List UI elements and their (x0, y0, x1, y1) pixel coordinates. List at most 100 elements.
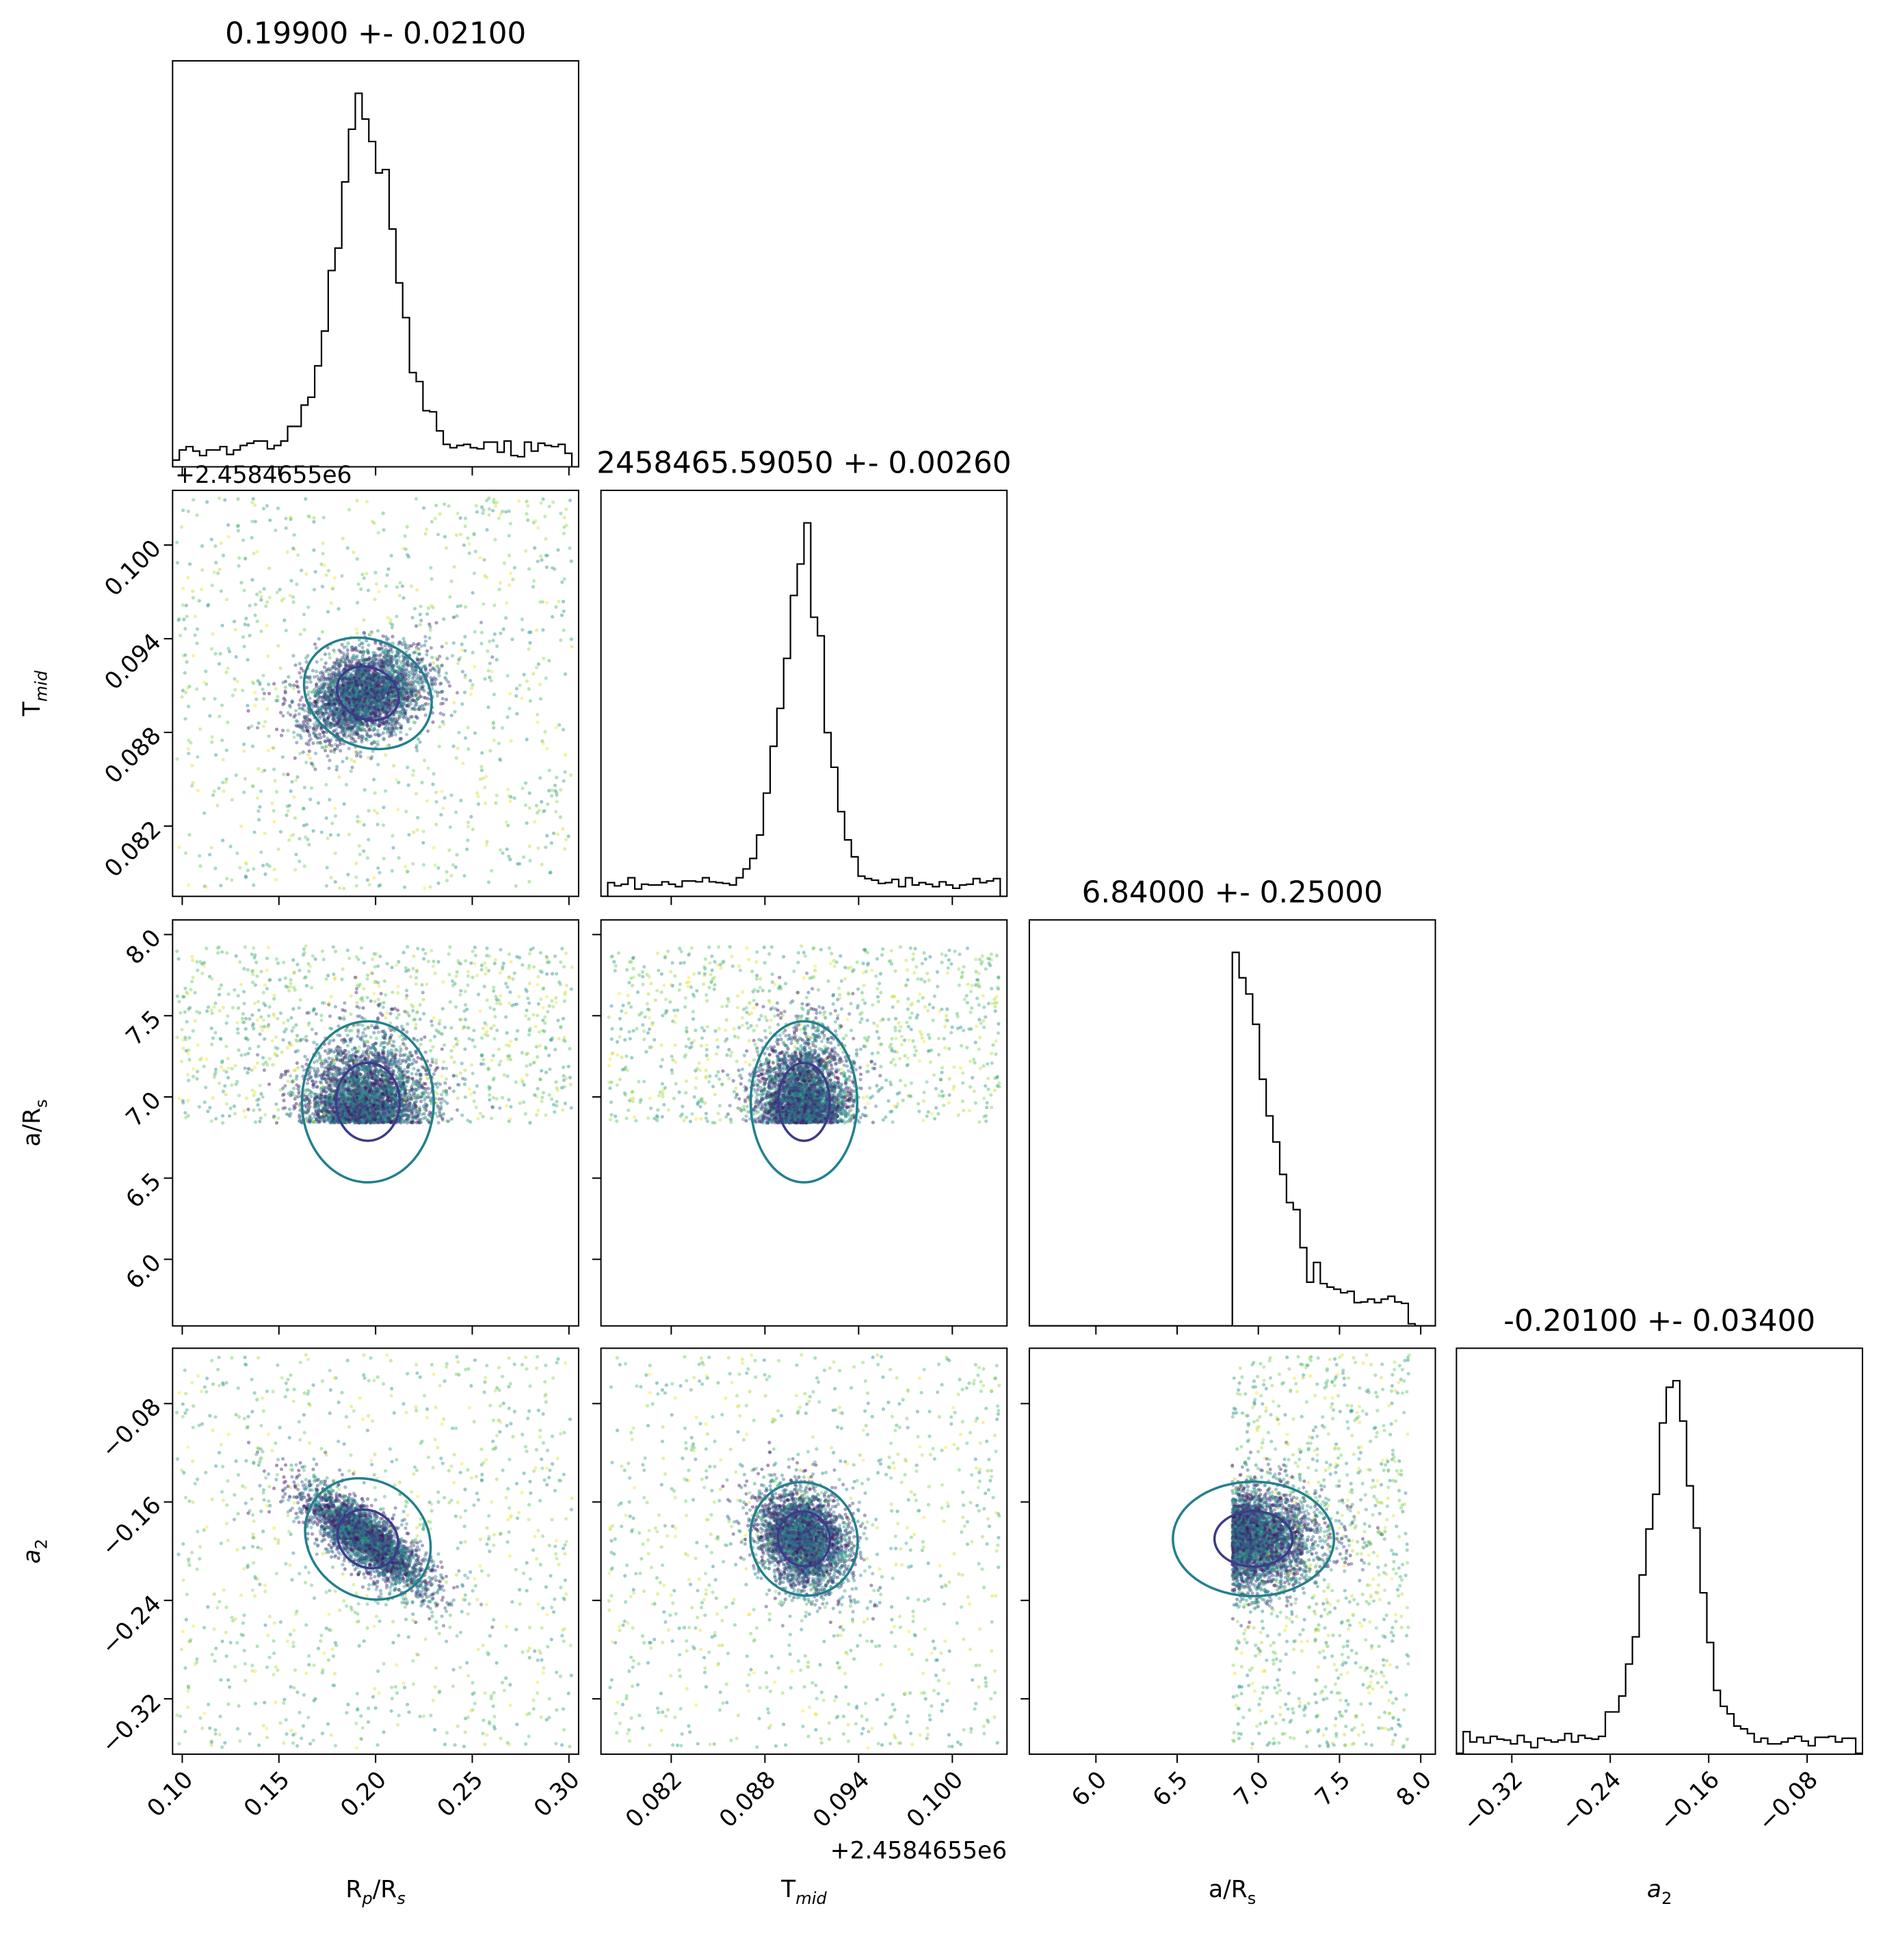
scatter-point (183, 851, 188, 856)
scatter-point (213, 1031, 218, 1035)
scatter-point (242, 644, 246, 648)
scatter-point (356, 661, 360, 666)
scatter-point (362, 708, 366, 713)
scatter-point (291, 730, 296, 734)
scatter-point (355, 668, 360, 672)
scatter-point (388, 729, 393, 734)
scatter-point (354, 750, 358, 754)
scatter-point (365, 703, 369, 707)
scatter-point (371, 654, 376, 659)
scatter-point (401, 708, 406, 712)
scatter-point (373, 708, 378, 713)
scatter-point (547, 659, 551, 663)
scatter-point (482, 557, 486, 562)
scatter-point (378, 663, 382, 667)
scatter-point (313, 700, 317, 704)
scatter-point (305, 1057, 309, 1062)
scatter-point (276, 506, 280, 510)
scatter-point (312, 732, 316, 736)
scatter-point (410, 683, 414, 687)
scatter-point (326, 836, 330, 840)
scatter-point (175, 561, 180, 565)
scatter-point (483, 677, 487, 681)
scatter-point (337, 719, 341, 723)
scatter-point (289, 713, 293, 717)
scatter-point (332, 670, 337, 674)
scatter-point (346, 693, 350, 697)
scatter-point (405, 661, 409, 665)
scatter-point (302, 720, 306, 724)
scatter-point (338, 708, 342, 712)
scatter-point (384, 712, 389, 716)
scatter-point (349, 769, 353, 773)
scatter-point (330, 699, 334, 703)
scatter-point (347, 691, 351, 696)
scatter-point (414, 693, 418, 698)
scatter-point (427, 636, 432, 640)
scatter-point (218, 714, 222, 719)
scatter-point (312, 548, 316, 553)
scatter-point (453, 710, 457, 714)
scatter-point (246, 869, 250, 873)
scatter-point (441, 713, 446, 717)
scatter-point (517, 499, 521, 503)
scatter-point (418, 688, 422, 692)
scatter-point (304, 572, 308, 577)
scatter-point (220, 738, 224, 743)
scatter-point (391, 723, 395, 727)
scatter-point (377, 683, 381, 687)
scatter-point (383, 652, 387, 656)
scatter-point (363, 682, 367, 686)
scatter-point (413, 704, 417, 708)
scatter-point (355, 711, 359, 715)
scatter-point (380, 664, 384, 668)
scatter-point (252, 691, 257, 695)
scatter-point (447, 504, 451, 508)
scatter-point (559, 613, 564, 618)
scatter-point (191, 596, 195, 600)
scatter-point (483, 785, 487, 790)
scatter-point (341, 732, 346, 737)
scatter-point (384, 637, 389, 642)
scatter-point (302, 723, 306, 727)
scatter-point (384, 993, 388, 997)
scatter-point (414, 646, 419, 650)
scatter-point (357, 718, 361, 722)
scatter-point (386, 684, 391, 688)
scatter-point (361, 695, 365, 699)
scatter-point (404, 684, 408, 688)
scatter-point (312, 1040, 316, 1044)
scatter-point (357, 696, 361, 700)
scatter-point (385, 743, 389, 748)
scatter-point (495, 658, 499, 662)
scatter-point (304, 496, 308, 501)
scatter-point (375, 691, 379, 696)
scatter-point (289, 834, 293, 838)
scatter-point (298, 661, 302, 665)
scatter-point (387, 695, 391, 699)
scatter-point (339, 711, 343, 715)
scatter-point (224, 748, 228, 752)
scatter-point (250, 578, 254, 582)
scatter-point (343, 684, 347, 688)
scatter-point (479, 631, 484, 635)
scatter-point (259, 598, 263, 602)
scatter-point (534, 665, 539, 670)
scatter-point (411, 769, 416, 773)
scatter-point (358, 650, 363, 654)
scatter-point (326, 706, 331, 711)
scatter-point (407, 644, 411, 648)
scatter-point (329, 722, 334, 726)
scatter-point (308, 756, 313, 760)
scatter-point (271, 745, 275, 750)
scatter-point (540, 799, 544, 804)
scatter-point (336, 659, 340, 663)
scatter-point (354, 698, 358, 703)
scatter-point (350, 691, 354, 695)
scatter-point (376, 531, 380, 535)
scatter-point (282, 618, 287, 622)
scatter-point (334, 667, 338, 671)
scatter-point (391, 665, 395, 670)
scatter-point (411, 686, 415, 690)
scatter-point (364, 700, 369, 704)
